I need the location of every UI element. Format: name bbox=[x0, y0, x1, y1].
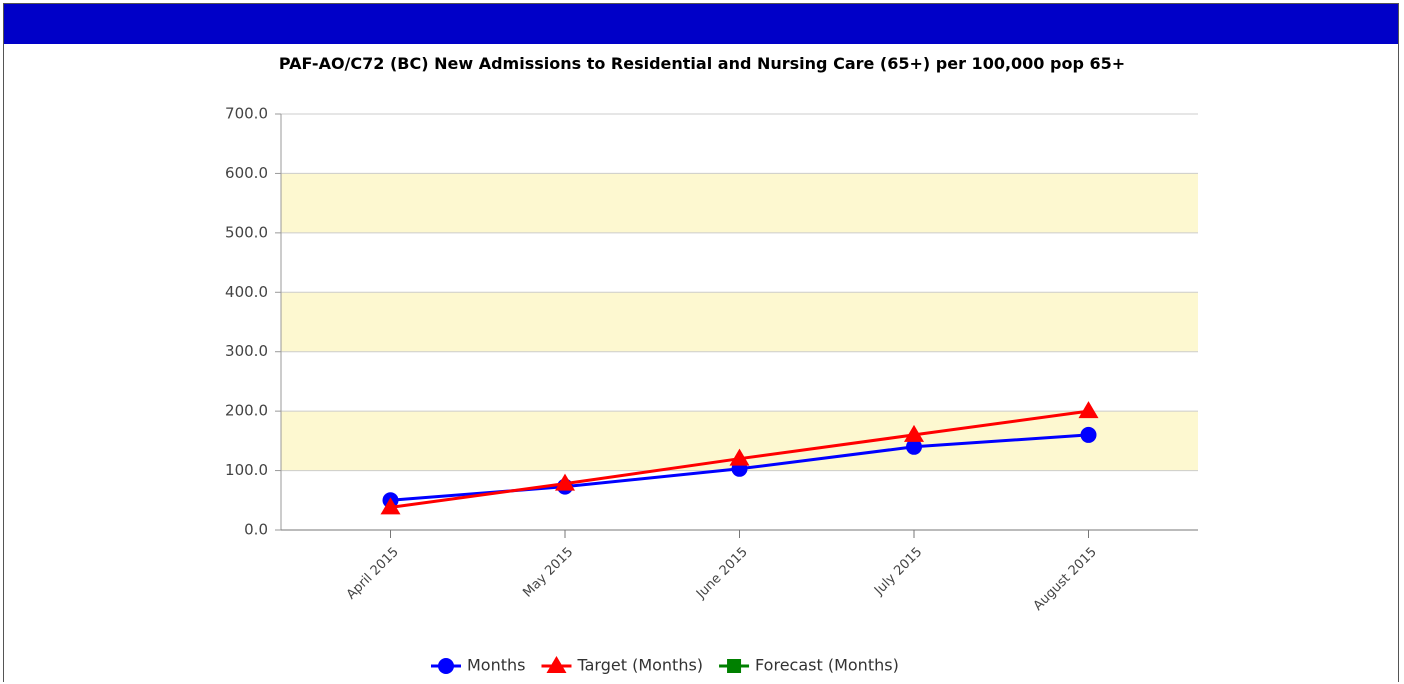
y-tick-label: 400.0 bbox=[225, 283, 268, 301]
legend-marker bbox=[438, 658, 454, 674]
legend-label: Forecast (Months) bbox=[755, 656, 899, 675]
x-tick-label: June 2015 bbox=[693, 545, 751, 603]
x-tick-label: August 2015 bbox=[1031, 545, 1100, 614]
data-point bbox=[555, 473, 575, 491]
legend: Months Target (Months) Forecast (Months) bbox=[431, 656, 899, 675]
y-tick-label: 700.0 bbox=[225, 105, 268, 123]
x-tick-label: April 2015 bbox=[344, 545, 402, 603]
y-tick-label: 100.0 bbox=[225, 461, 268, 479]
data-point bbox=[1080, 426, 1097, 443]
data-point bbox=[904, 424, 924, 442]
legend-label: Months bbox=[467, 656, 525, 675]
legend-marker bbox=[727, 659, 742, 673]
y-tick-label: 300.0 bbox=[225, 342, 268, 360]
y-tick-label: 500.0 bbox=[225, 223, 268, 241]
chart-title: PAF-AO/C72 (BC) New Admissions to Reside… bbox=[278, 54, 1126, 73]
data-point bbox=[906, 438, 922, 455]
data-point bbox=[380, 497, 401, 515]
plot-band bbox=[281, 173, 1198, 233]
y-tick-label: 200.0 bbox=[225, 402, 268, 420]
legend-marker bbox=[546, 656, 567, 673]
y-tick-label: 600.0 bbox=[225, 164, 268, 182]
data-point bbox=[1078, 401, 1099, 419]
panel-border bbox=[3, 3, 1399, 682]
header-bar bbox=[4, 4, 1398, 44]
x-tick-label: July 2015 bbox=[871, 545, 925, 599]
y-tick-label: 0.0 bbox=[244, 521, 268, 539]
x-tick-label: May 2015 bbox=[520, 545, 576, 601]
plot-band bbox=[281, 292, 1198, 352]
data-point bbox=[729, 448, 750, 466]
legend-label: Target (Months) bbox=[576, 656, 703, 675]
